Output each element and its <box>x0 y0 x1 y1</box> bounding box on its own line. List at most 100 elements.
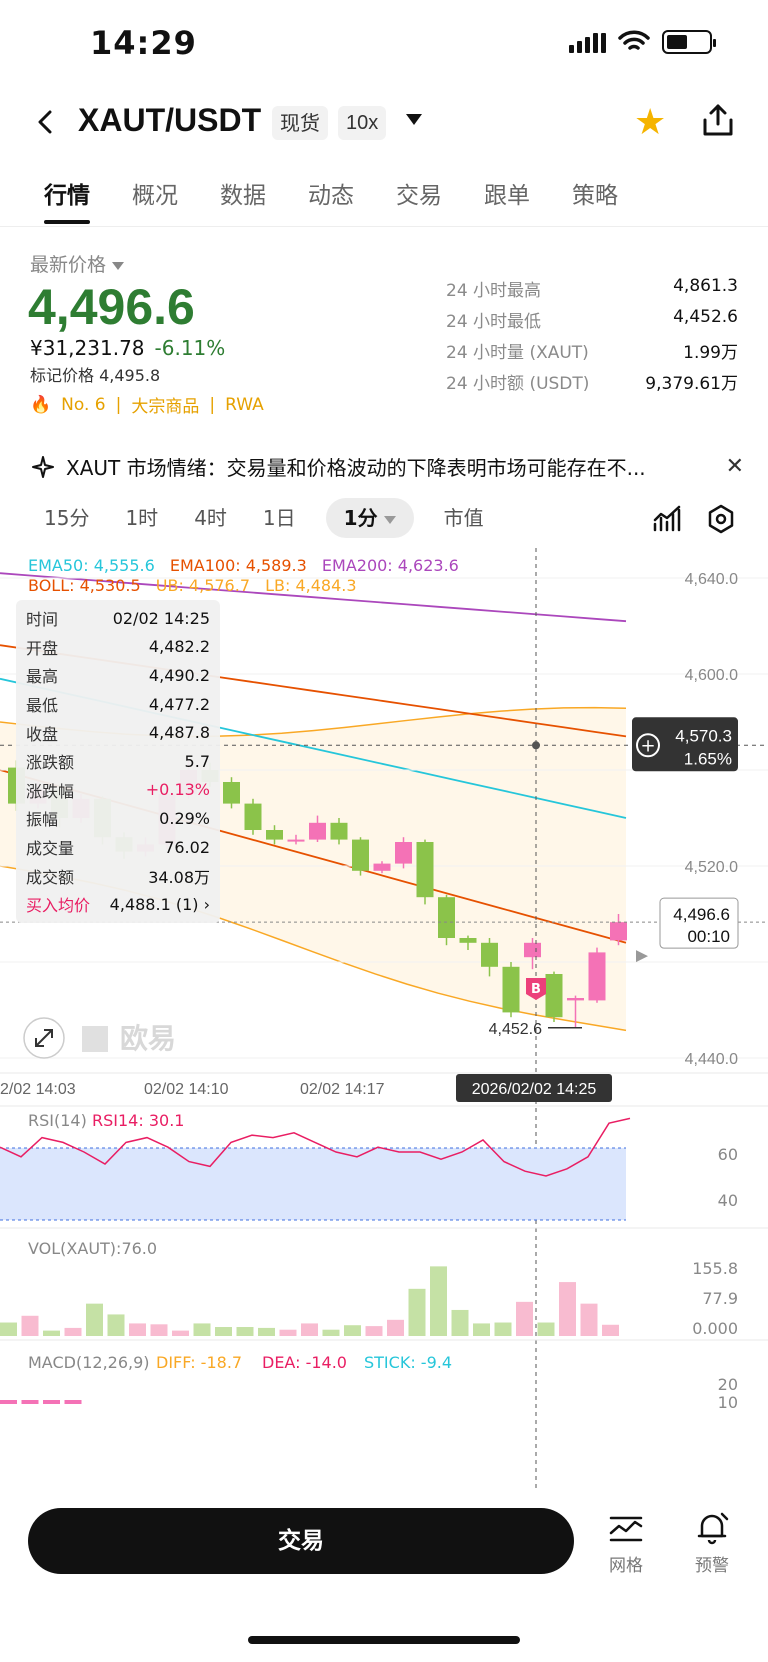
tab-overview[interactable]: 概况 <box>132 183 178 209</box>
candle-body <box>287 839 305 842</box>
tooltip-row-buy-avg[interactable]: 买入均价 4,488.1 (1) › <box>26 890 210 919</box>
buy-avg-value: 4,488.1 (1) <box>109 894 199 914</box>
interval-caret-icon <box>383 515 396 524</box>
tooltip-row: 成交额 34.08万 <box>26 861 210 890</box>
battery-icon <box>662 30 716 54</box>
volume-bar <box>279 1329 297 1336</box>
fire-icon: 🔥 <box>30 394 52 415</box>
tab-market[interactable]: 行情 <box>44 176 90 224</box>
status-icons <box>569 30 716 54</box>
candle-body <box>309 822 326 840</box>
rwa-tag[interactable]: RWA <box>225 394 264 415</box>
stat-key: 24 小时量 (XAUT) <box>446 343 589 363</box>
candlestick-chart[interactable]: 4,640.0 4,600.0 4,520.0 4,440.0 + 4,570.3 1.65… <box>0 548 768 1488</box>
volume-bar <box>602 1324 619 1336</box>
price-cny: ¥31,231.78 -6.11% <box>30 336 225 360</box>
signal-icon <box>569 31 606 53</box>
macd-axis-label: 20 <box>718 1375 738 1394</box>
tooltip-value: 02/02 14:25 <box>112 608 210 628</box>
candle-body <box>567 998 584 1001</box>
interval-15m[interactable]: 15分 <box>44 506 90 530</box>
volume-bar <box>494 1322 512 1336</box>
low-marker-label: 4,452.6 <box>489 1021 542 1038</box>
ub-label: UB: 4,576.7 <box>155 576 250 595</box>
tab-copy[interactable]: 跟单 <box>484 183 530 209</box>
tab-trade[interactable]: 交易 <box>396 183 442 209</box>
rsi-value: RSI14: 30.1 <box>92 1111 184 1130</box>
market-sentiment[interactable]: XAUT 市场情绪：交易量和价格波动的下降表明市场可能存在不... ✕ <box>32 452 744 481</box>
volume-bar <box>236 1327 254 1336</box>
vol-axis-label: 0.000 <box>692 1319 738 1338</box>
tooltip-row: 最高 4,490.2 <box>26 661 210 690</box>
rsi-label: RSI(14) <box>28 1111 87 1130</box>
plus-icon: + <box>640 735 655 756</box>
y-axis-label: 4,600.0 <box>685 667 738 684</box>
category-tag[interactable]: 大宗商品 <box>131 397 200 417</box>
chart-settings-icon[interactable] <box>706 504 736 534</box>
crosshair-price-box <box>632 717 738 772</box>
stat-value: 4,861.3 <box>673 276 738 296</box>
macd-bar <box>64 1400 82 1404</box>
volume-bar <box>537 1322 555 1336</box>
interval-1m-label: 1分 <box>343 506 378 530</box>
home-indicator[interactable] <box>248 1636 520 1644</box>
trade-button[interactable]: 交易 <box>28 1508 574 1574</box>
play-icon <box>636 950 648 963</box>
last-price: 4,496.6 <box>28 279 195 335</box>
interval-4h[interactable]: 4时 <box>194 506 227 530</box>
tooltip-key: 买入均价 <box>26 896 91 916</box>
pair-title[interactable]: XAUT/USDT <box>78 102 262 138</box>
tooltip-row: 最低 4,477.2 <box>26 690 210 719</box>
interval-bar: 15分 1时 4时 1日 1分 市值 <box>26 498 502 538</box>
watermark-logo <box>82 1026 108 1052</box>
tooltip-value: 4,487.8 <box>148 723 210 743</box>
add-alert-icon <box>636 733 660 758</box>
tooltip-value: 4,490.2 <box>148 665 210 685</box>
leverage-tag: 10x <box>338 106 387 140</box>
header: XAUT/USDT 现货 10x ★ <box>0 96 768 156</box>
tab-data[interactable]: 数据 <box>220 183 266 209</box>
crosshair-pct: 1.65% <box>684 749 732 768</box>
candle-body <box>502 966 520 1013</box>
tab-strategy[interactable]: 策略 <box>572 183 618 209</box>
candle-body <box>459 938 477 943</box>
stat-key: 24 小时最高 <box>446 281 542 301</box>
interval-1d[interactable]: 1日 <box>262 506 296 530</box>
volume-bar <box>322 1329 340 1336</box>
interval-1h[interactable]: 1时 <box>125 506 159 530</box>
rsi-axis-label: 40 <box>718 1191 738 1210</box>
vol-label: VOL(XAUT):76.0 <box>28 1239 157 1258</box>
interval-marketcap[interactable]: 市值 <box>443 506 484 530</box>
boll-legend: BOLL: 4,530.5 UB: 4,576.7 LB: 4,484.3 <box>28 576 357 595</box>
main-tabs: 行情 概况 数据 动态 交易 跟单 策略 <box>44 176 618 224</box>
alert-button[interactable]: 预警 <box>680 1510 744 1576</box>
share-icon[interactable] <box>700 102 736 138</box>
y-axis-label: 4,440.0 <box>685 1051 738 1068</box>
buy-marker <box>526 978 546 1000</box>
price-label[interactable]: 最新价格 <box>30 250 125 277</box>
macd-bar <box>43 1400 60 1404</box>
tooltip-value: 4,482.2 <box>148 637 210 657</box>
stats-24h: 24 小时最高 4,861.3 24 小时最低 4,452.6 24 小时量 (XA… <box>446 276 738 400</box>
indicator-icon[interactable] <box>652 504 682 534</box>
grid-button[interactable]: 网格 <box>594 1510 658 1576</box>
back-icon[interactable] <box>34 110 58 134</box>
crosshair-time-box <box>456 1074 612 1102</box>
close-icon[interactable]: ✕ <box>725 454 744 479</box>
ema200-line <box>0 572 627 623</box>
favorite-star-icon[interactable]: ★ <box>634 102 667 143</box>
stat-row: 24 小时最低 4,452.6 <box>446 307 738 338</box>
volume-bar <box>0 1322 17 1336</box>
y-axis-label: 4,520.0 <box>685 859 738 876</box>
tooltip-key: 涨跌幅 <box>26 781 75 801</box>
ema50-label: EMA50: 4,555.6 <box>28 556 155 575</box>
chart-area[interactable]: 4,640.0 4,600.0 4,520.0 4,440.0 +4,570.3 1.65… <box>0 548 768 1488</box>
rank-tag[interactable]: No. 6 <box>61 394 106 415</box>
volume-bar <box>344 1325 361 1336</box>
tab-news[interactable]: 动态 <box>308 183 354 209</box>
candle-body <box>330 822 348 840</box>
x-axis-label: 02/02 14:10 <box>144 1081 229 1098</box>
pair-dropdown-icon[interactable] <box>406 114 422 125</box>
rsi-band <box>0 1148 626 1220</box>
interval-1m[interactable]: 1分 <box>325 498 414 538</box>
